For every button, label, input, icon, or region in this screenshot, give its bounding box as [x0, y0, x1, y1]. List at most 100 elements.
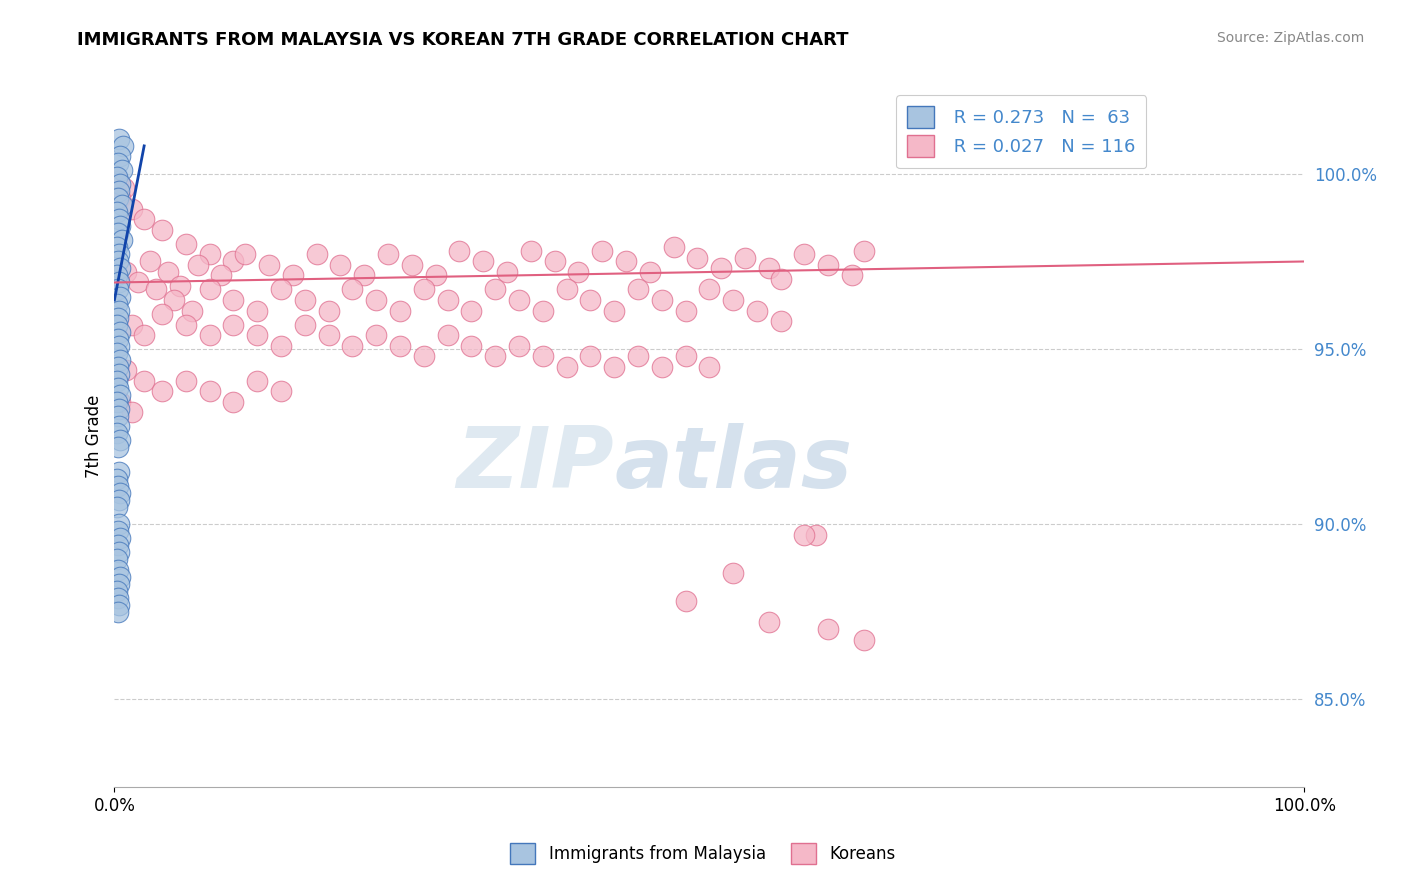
Text: ZIP: ZIP	[457, 423, 614, 506]
Point	[108, 303, 131, 318]
Point	[412, 283, 434, 297]
Point	[436, 328, 458, 343]
Point	[543, 254, 565, 268]
Point	[108, 465, 131, 479]
Point	[520, 244, 543, 258]
Point	[614, 254, 637, 268]
Point	[110, 433, 132, 447]
Point	[108, 545, 131, 559]
Point	[591, 244, 613, 258]
Point	[222, 293, 245, 307]
Point	[105, 240, 128, 254]
Point	[662, 240, 685, 254]
Point	[246, 303, 269, 318]
Point	[412, 349, 434, 363]
Point	[294, 318, 316, 332]
Legend:  R = 0.273   N =  63,  R = 0.027   N = 116: R = 0.273 N = 63, R = 0.027 N = 116	[896, 95, 1146, 169]
Point	[105, 296, 128, 310]
Point	[508, 338, 530, 352]
Text: atlas: atlas	[614, 423, 852, 506]
Point	[108, 185, 131, 199]
Point	[318, 303, 340, 318]
Point	[211, 268, 233, 283]
Point	[638, 265, 661, 279]
Point	[108, 401, 131, 416]
Point	[329, 258, 352, 272]
Point	[107, 191, 129, 205]
Point	[233, 247, 256, 261]
Point	[318, 328, 340, 343]
Point	[627, 349, 650, 363]
Point	[460, 303, 482, 318]
Point	[853, 244, 876, 258]
Point	[105, 583, 128, 598]
Point	[508, 293, 530, 307]
Point	[107, 524, 129, 538]
Point	[721, 293, 744, 307]
Point	[270, 384, 292, 398]
Point	[110, 149, 132, 163]
Point	[806, 527, 828, 541]
Point	[108, 132, 131, 146]
Point	[388, 303, 411, 318]
Point	[111, 139, 134, 153]
Text: IMMIGRANTS FROM MALAYSIA VS KOREAN 7TH GRADE CORRELATION CHART: IMMIGRANTS FROM MALAYSIA VS KOREAN 7TH G…	[77, 31, 849, 49]
Point	[769, 272, 792, 286]
Point	[366, 328, 388, 343]
Point	[449, 244, 471, 258]
Text: Source: ZipAtlas.com: Source: ZipAtlas.com	[1216, 31, 1364, 45]
Point	[163, 293, 186, 307]
Point	[127, 276, 149, 290]
Point	[110, 163, 132, 178]
Y-axis label: 7th Grade: 7th Grade	[86, 395, 103, 478]
Point	[150, 223, 173, 237]
Point	[110, 261, 132, 276]
Point	[436, 293, 458, 307]
Point	[107, 332, 129, 346]
Point	[108, 598, 131, 612]
Point	[110, 289, 132, 303]
Point	[107, 359, 129, 374]
Point	[675, 594, 697, 608]
Point	[134, 328, 156, 343]
Point	[697, 283, 720, 297]
Point	[110, 219, 132, 234]
Point	[121, 405, 143, 419]
Point	[105, 472, 128, 486]
Point	[342, 283, 364, 297]
Point	[110, 191, 132, 205]
Point	[108, 576, 131, 591]
Point	[108, 517, 131, 532]
Point	[342, 338, 364, 352]
Point	[105, 394, 128, 409]
Legend: Immigrants from Malaysia, Koreans: Immigrants from Malaysia, Koreans	[503, 837, 903, 871]
Point	[697, 359, 720, 374]
Point	[769, 314, 792, 328]
Point	[169, 279, 191, 293]
Point	[246, 328, 269, 343]
Point	[281, 268, 304, 283]
Point	[305, 247, 328, 261]
Point	[110, 570, 132, 584]
Point	[110, 178, 132, 192]
Point	[110, 325, 132, 339]
Point	[180, 303, 202, 318]
Point	[366, 293, 388, 307]
Point	[472, 254, 495, 268]
Point	[110, 387, 132, 401]
Point	[121, 318, 143, 332]
Point	[108, 492, 131, 507]
Point	[686, 251, 709, 265]
Point	[107, 538, 129, 552]
Point	[107, 591, 129, 605]
Point	[555, 283, 578, 297]
Point	[675, 349, 697, 363]
Point	[270, 338, 292, 352]
Point	[460, 338, 482, 352]
Point	[150, 307, 173, 321]
Point	[353, 268, 375, 283]
Point	[110, 485, 132, 500]
Point	[603, 303, 626, 318]
Point	[388, 338, 411, 352]
Point	[108, 338, 131, 352]
